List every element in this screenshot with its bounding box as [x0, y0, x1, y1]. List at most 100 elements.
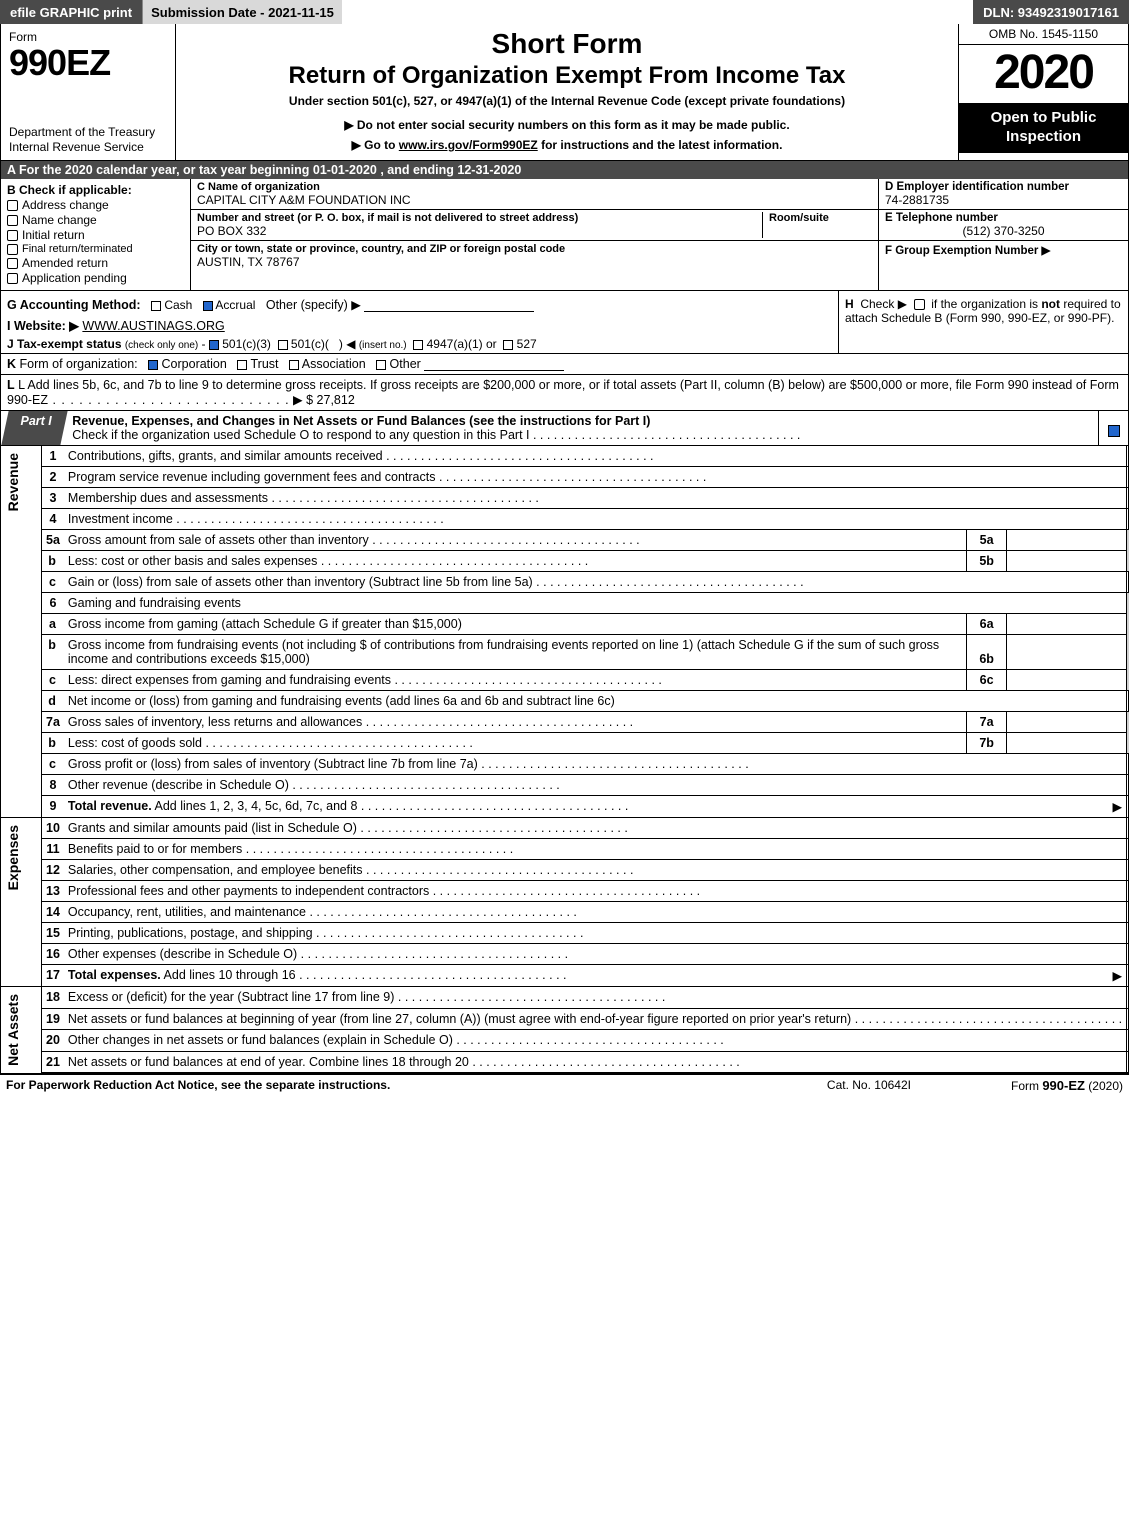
goto-instructions: ▶ Go to www.irs.gov/Form990EZ for instru… [184, 138, 950, 152]
line-13-num: 13 [42, 881, 64, 902]
check-4947[interactable] [413, 340, 423, 350]
dln-label: DLN: 93492319017161 [973, 0, 1129, 24]
submission-date-button[interactable]: Submission Date - 2021-11-15 [143, 0, 342, 24]
line-17-num: 17 [42, 965, 64, 987]
line-6c: c Less: direct expenses from gaming and … [1, 670, 1129, 691]
check-final-return[interactable]: Final return/terminated [7, 243, 184, 255]
website-label: I Website: ▶ [7, 319, 79, 333]
check-527[interactable] [503, 340, 513, 350]
line-6d-num: d [42, 691, 64, 712]
check-name-change[interactable]: Name change [7, 213, 184, 227]
form-number: 990EZ [9, 42, 167, 84]
line-19-num: 19 [42, 1008, 64, 1030]
line-16-num: 16 [42, 944, 64, 965]
line-9-desc: Total revenue. Add lines 1, 2, 3, 4, 5c,… [64, 796, 1127, 818]
row-l-gross-receipts: L L Add lines 5b, 6c, and 7b to line 9 t… [1, 375, 1128, 411]
line-14-desc: Occupancy, rent, utilities, and maintena… [64, 902, 1127, 923]
phone-value: (512) 370-3250 [885, 224, 1122, 238]
room-suite: Room/suite [762, 212, 872, 238]
line-6b-mini-val [1007, 635, 1127, 670]
header-right: OMB No. 1545-1150 2020 Open to Public In… [958, 24, 1128, 160]
city-value: AUSTIN, TX 78767 [197, 255, 565, 269]
check-schedule-b[interactable] [914, 299, 925, 310]
other-specify-field[interactable] [364, 311, 534, 312]
line-8-num: 8 [42, 775, 64, 796]
other-org-field[interactable] [424, 370, 564, 371]
expenses-vlabel: Expenses [5, 821, 21, 894]
efile-print-button[interactable]: efile GRAPHIC print [0, 0, 143, 24]
line-11-num: 11 [42, 839, 64, 860]
irs-link[interactable]: www.irs.gov/Form990EZ [399, 138, 538, 152]
check-501c[interactable] [278, 340, 288, 350]
page-footer: For Paperwork Reduction Act Notice, see … [0, 1074, 1129, 1096]
section-g-through-j: G Accounting Method: Cash Accrual Other … [1, 291, 1128, 354]
header-left: Form 990EZ Department of the Treasury In… [1, 24, 176, 160]
line-5a-desc: Gross amount from sale of assets other t… [64, 530, 967, 551]
line-1: Revenue 1 Contributions, gifts, grants, … [1, 446, 1129, 467]
line-9: 9 Total revenue. Add lines 1, 2, 3, 4, 5… [1, 796, 1129, 818]
accrual-label: Accrual [215, 298, 255, 312]
check-corporation[interactable] [148, 360, 158, 370]
check-amended-return[interactable]: Amended return [7, 256, 184, 270]
line-11-desc: Benefits paid to or for members [64, 839, 1127, 860]
line-10: Expenses 10 Grants and similar amounts p… [1, 818, 1129, 839]
check-initial-return-label: Initial return [22, 228, 85, 242]
line-20-num: 20 [42, 1030, 64, 1052]
city-label: City or town, state or province, country… [197, 243, 565, 255]
line-21: 21 Net assets or fund balances at end of… [1, 1051, 1129, 1073]
street-row: Number and street (or P. O. box, if mail… [191, 210, 878, 241]
check-trust[interactable] [237, 360, 247, 370]
line-20: 20 Other changes in net assets or fund b… [1, 1030, 1129, 1052]
line-7c: c Gross profit or (loss) from sales of i… [1, 754, 1129, 775]
part-1-title: Revenue, Expenses, and Changes in Net As… [64, 411, 1098, 445]
group-exemption-row: F Group Exemption Number ▶ [879, 241, 1128, 290]
row-i-website: I Website: ▶ WWW.AUSTINAGS.ORG [7, 318, 832, 333]
col-g-i-j: G Accounting Method: Cash Accrual Other … [1, 291, 838, 353]
goto-post: for instructions and the latest informat… [538, 138, 783, 152]
org-name-value: CAPITAL CITY A&M FOUNDATION INC [197, 193, 872, 207]
line-6a-num: a [42, 614, 64, 635]
line-12-desc: Salaries, other compensation, and employ… [64, 860, 1127, 881]
line-4-desc: Investment income [64, 509, 1127, 530]
footer-catno: Cat. No. 10642I [827, 1078, 911, 1093]
g-label: G Accounting Method: [7, 298, 141, 312]
check-address-change[interactable]: Address change [7, 198, 184, 212]
line-7a: 7a Gross sales of inventory, less return… [1, 712, 1129, 733]
check-schedule-o[interactable] [1108, 425, 1120, 437]
line-16-desc: Other expenses (describe in Schedule O) [64, 944, 1127, 965]
line-1-desc: Contributions, gifts, grants, and simila… [64, 446, 1127, 467]
phone-row: E Telephone number (512) 370-3250 [879, 210, 1128, 241]
check-application-pending[interactable]: Application pending [7, 271, 184, 285]
footer-paperwork: For Paperwork Reduction Act Notice, see … [6, 1078, 390, 1093]
line-6c-num: c [42, 670, 64, 691]
ein-label: D Employer identification number [885, 181, 1122, 193]
row-a-tax-year: A For the 2020 calendar year, or tax yea… [1, 161, 1128, 179]
top-toolbar: efile GRAPHIC print Submission Date - 20… [0, 0, 1129, 24]
check-other-org[interactable] [376, 360, 386, 370]
line-5a-mini-val [1007, 530, 1127, 551]
check-accrual[interactable] [203, 301, 213, 311]
other-label: Other (specify) ▶ [266, 298, 361, 312]
form-header: Form 990EZ Department of the Treasury In… [1, 24, 1128, 161]
line-18-desc: Excess or (deficit) for the year (Subtra… [64, 987, 1127, 1009]
check-cash[interactable] [151, 301, 161, 311]
line-2-desc: Program service revenue including govern… [64, 467, 1127, 488]
website-link[interactable]: WWW.AUSTINAGS.ORG [82, 319, 224, 333]
line-21-desc: Net assets or fund balances at end of ye… [64, 1051, 1127, 1073]
revenue-vlabel: Revenue [5, 449, 21, 515]
line-7a-desc: Gross sales of inventory, less returns a… [64, 712, 967, 733]
group-exemption-label: F Group Exemption Number ▶ [885, 243, 1122, 257]
line-19-desc: Net assets or fund balances at beginning… [64, 1008, 1127, 1030]
line-13: 13 Professional fees and other payments … [1, 881, 1129, 902]
street-label: Number and street (or P. O. box, if mail… [197, 212, 762, 224]
org-name-label: C Name of organization [197, 181, 872, 193]
line-5a-mini-num: 5a [967, 530, 1007, 551]
form-container: Form 990EZ Department of the Treasury In… [0, 24, 1129, 1074]
check-initial-return[interactable]: Initial return [7, 228, 184, 242]
check-association[interactable] [289, 360, 299, 370]
check-501c3[interactable] [209, 340, 219, 350]
line-18-num: 18 [42, 987, 64, 1009]
line-2-num: 2 [42, 467, 64, 488]
line-5a: 5a Gross amount from sale of assets othe… [1, 530, 1129, 551]
netassets-vlabel: Net Assets [5, 990, 21, 1070]
